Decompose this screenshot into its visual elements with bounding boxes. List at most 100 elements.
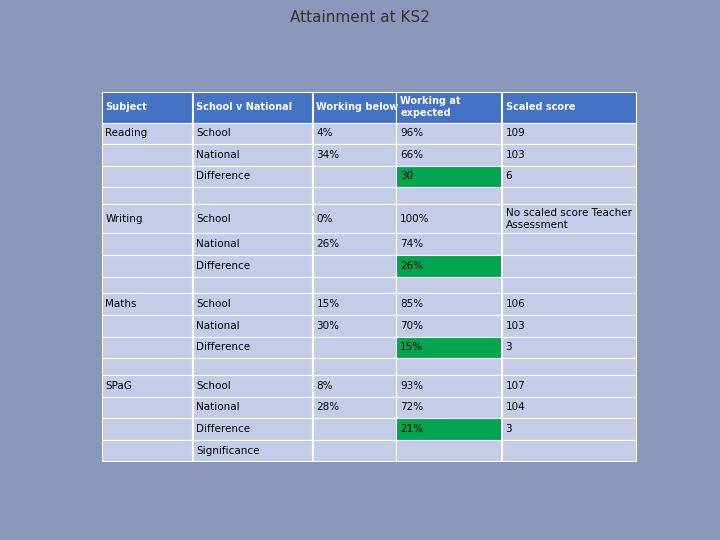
Text: 26%: 26%: [317, 239, 340, 249]
Text: Difference: Difference: [197, 172, 251, 181]
Bar: [312, 358, 395, 375]
Text: National: National: [197, 321, 240, 331]
Bar: [312, 440, 395, 461]
Text: Maths: Maths: [106, 299, 137, 309]
Bar: [192, 294, 312, 315]
Text: Difference: Difference: [197, 342, 251, 353]
Bar: [192, 187, 312, 204]
Bar: [396, 315, 501, 336]
Bar: [312, 144, 395, 166]
Bar: [502, 294, 636, 315]
Text: School v National: School v National: [197, 102, 292, 112]
Bar: [396, 187, 501, 204]
Text: No scaled score Teacher
Assessment: No scaled score Teacher Assessment: [505, 208, 631, 230]
Text: 26%: 26%: [400, 261, 423, 271]
Bar: [502, 233, 636, 255]
Text: 15%: 15%: [317, 299, 340, 309]
Bar: [102, 92, 192, 123]
Bar: [102, 123, 192, 144]
Text: 15%: 15%: [400, 342, 423, 353]
Bar: [312, 336, 395, 358]
Bar: [396, 92, 501, 123]
Text: 66%: 66%: [400, 150, 423, 160]
Text: 103: 103: [505, 150, 526, 160]
Bar: [502, 255, 636, 276]
Bar: [502, 375, 636, 397]
Bar: [502, 187, 636, 204]
Bar: [312, 294, 395, 315]
Text: 0%: 0%: [317, 214, 333, 224]
Text: 96%: 96%: [400, 129, 423, 138]
Bar: [192, 336, 312, 358]
Bar: [396, 276, 501, 294]
Bar: [396, 204, 501, 233]
Bar: [312, 255, 395, 276]
Bar: [192, 233, 312, 255]
Bar: [502, 440, 636, 461]
Text: SPaG: SPaG: [106, 381, 132, 391]
Text: Writing: Writing: [106, 214, 143, 224]
Text: Working below: Working below: [317, 102, 399, 112]
Bar: [192, 166, 312, 187]
Bar: [192, 375, 312, 397]
Bar: [102, 294, 192, 315]
Bar: [396, 166, 501, 187]
Bar: [192, 358, 312, 375]
Bar: [192, 92, 312, 123]
Bar: [192, 144, 312, 166]
Bar: [312, 276, 395, 294]
Text: Subject: Subject: [106, 102, 148, 112]
Bar: [312, 397, 395, 418]
Text: 30: 30: [400, 172, 413, 181]
Text: 106: 106: [505, 299, 526, 309]
Bar: [502, 123, 636, 144]
Bar: [192, 418, 312, 440]
Bar: [502, 336, 636, 358]
Bar: [192, 123, 312, 144]
Bar: [396, 358, 501, 375]
Bar: [192, 397, 312, 418]
Bar: [396, 144, 501, 166]
Text: 93%: 93%: [400, 381, 423, 391]
Bar: [502, 276, 636, 294]
Text: National: National: [197, 150, 240, 160]
Bar: [192, 255, 312, 276]
Bar: [312, 92, 395, 123]
Bar: [502, 418, 636, 440]
Bar: [502, 204, 636, 233]
Bar: [102, 233, 192, 255]
Bar: [102, 204, 192, 233]
Text: 85%: 85%: [400, 299, 423, 309]
Bar: [396, 255, 501, 276]
Bar: [502, 92, 636, 123]
Bar: [396, 336, 501, 358]
Bar: [396, 294, 501, 315]
Bar: [312, 187, 395, 204]
Text: Significance: Significance: [197, 446, 260, 456]
Text: Attainment at KS2: Attainment at KS2: [290, 10, 430, 25]
Text: School: School: [197, 129, 231, 138]
Bar: [192, 204, 312, 233]
Text: 104: 104: [505, 402, 526, 413]
Bar: [312, 166, 395, 187]
Text: 100%: 100%: [400, 214, 430, 224]
Bar: [396, 397, 501, 418]
Text: 3: 3: [505, 342, 512, 353]
Bar: [102, 397, 192, 418]
Bar: [312, 204, 395, 233]
Bar: [102, 315, 192, 336]
Text: School: School: [197, 299, 231, 309]
Text: 74%: 74%: [400, 239, 423, 249]
Bar: [502, 144, 636, 166]
Bar: [192, 276, 312, 294]
Bar: [192, 440, 312, 461]
Bar: [396, 418, 501, 440]
Text: Difference: Difference: [197, 261, 251, 271]
Bar: [502, 315, 636, 336]
Bar: [102, 375, 192, 397]
Bar: [502, 358, 636, 375]
Text: 3: 3: [505, 424, 512, 434]
Bar: [102, 144, 192, 166]
Bar: [396, 123, 501, 144]
Text: 8%: 8%: [317, 381, 333, 391]
